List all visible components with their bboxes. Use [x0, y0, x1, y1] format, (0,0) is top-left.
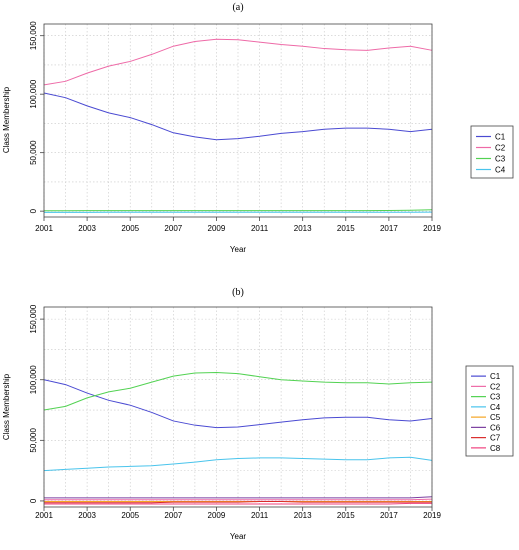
- series-line-c2: [43, 38, 433, 86]
- x-tick-label: 2005: [121, 511, 139, 520]
- chart-title: (a): [232, 2, 243, 13]
- x-tick-label: 2007: [164, 224, 182, 233]
- x-tick-label: 2005: [121, 224, 139, 233]
- x-axis-label: Year: [230, 245, 247, 254]
- x-tick-label: 2013: [294, 511, 312, 520]
- legend-label-c1: C1: [495, 133, 506, 142]
- legend-label-c2: C2: [495, 144, 506, 153]
- series-line-c4: [43, 456, 433, 472]
- series-line-c3: [44, 209, 433, 212]
- x-tick-label: 2003: [78, 224, 96, 233]
- x-tick-label: 2001: [35, 511, 53, 520]
- x-tick-label: 2015: [337, 511, 355, 520]
- legend-label-c5: C5: [490, 413, 501, 422]
- y-tick-label: 150,000: [29, 21, 38, 50]
- x-tick-label: 2015: [337, 224, 355, 233]
- y-tick-label: 100,000: [29, 79, 38, 108]
- legend: C1 C2 C3 C4: [470, 125, 514, 179]
- y-tick-label: 0: [29, 498, 38, 503]
- x-tick-label: 2019: [423, 511, 441, 520]
- legend-label-c3: C3: [495, 155, 506, 164]
- series-line-c8: [44, 502, 432, 505]
- legend-label-c1: C1: [490, 372, 501, 381]
- series-line-c3: [43, 371, 433, 411]
- legend-label-c7: C7: [490, 434, 501, 443]
- plot-frame: [43, 306, 433, 508]
- chart-panel-1: (a) 2001 2003 2005 2007 2009 2011 2013 2015 2017 2…: [2, 2, 514, 254]
- x-tick-label: 2017: [380, 511, 398, 520]
- y-axis-label: Class Membership: [2, 373, 11, 440]
- y-tick-label: 0: [29, 208, 38, 213]
- y-tick-label: 50,000: [29, 140, 38, 165]
- plot-frame: [43, 23, 433, 218]
- x-axis-label: Year: [230, 532, 247, 541]
- series-line-c1: [43, 379, 433, 429]
- legend-box: [465, 365, 514, 457]
- legend-label-c2: C2: [490, 382, 501, 391]
- y-tick-label: 50,000: [29, 428, 38, 453]
- x-tick-label: 2001: [35, 224, 53, 233]
- series-line-c7: [44, 501, 432, 504]
- y-tick-label: 150,000: [29, 304, 38, 333]
- x-tick-label: 2013: [294, 224, 312, 233]
- series-line-c6: [44, 496, 433, 499]
- legend-label-c6: C6: [490, 423, 501, 432]
- series-line-c2: [44, 498, 433, 501]
- x-tick-label: 2009: [208, 511, 226, 520]
- series-line-c1: [43, 92, 433, 141]
- x-tick-label: 2017: [380, 224, 398, 233]
- y-axis-label: Class Membership: [2, 86, 11, 153]
- chart-title: (b): [232, 287, 244, 298]
- x-tick-label: 2007: [164, 511, 182, 520]
- x-tick-label: 2011: [251, 511, 269, 520]
- legend-label-c8: C8: [490, 444, 501, 453]
- legend-label-c4: C4: [490, 403, 501, 412]
- x-tick-label: 2011: [251, 224, 269, 233]
- x-tick-label: 2009: [208, 224, 226, 233]
- legend-label-c4: C4: [495, 166, 506, 175]
- legend-box: [470, 125, 514, 179]
- x-tick-label: 2003: [78, 511, 96, 520]
- legend-label-c3: C3: [490, 393, 501, 402]
- y-tick-label: 100,000: [29, 365, 38, 394]
- chart-panel-2: (b) 2001 2003 2005 2007 2009 2011 2013 2015 2017 2…: [2, 287, 514, 541]
- x-tick-label: 2019: [423, 224, 441, 233]
